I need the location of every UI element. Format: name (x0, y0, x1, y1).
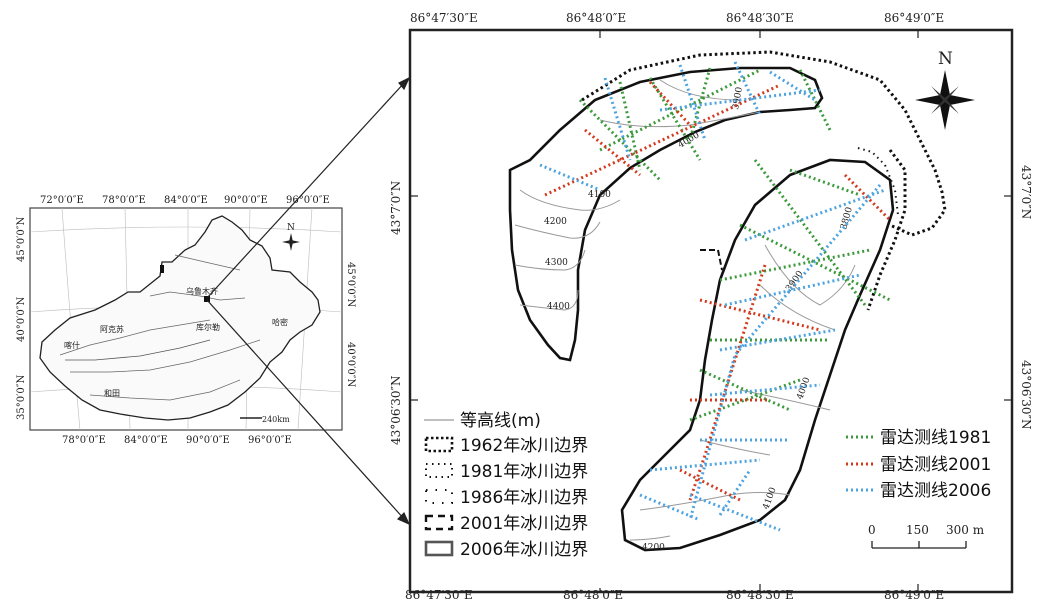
inset-place-kashi: 喀什 (64, 340, 80, 350)
west-contour-label-4100: 4100 (588, 190, 611, 200)
scale-tick-150: 150 (906, 523, 929, 537)
east-glacier: 3800 3900 4000 4100 4200 (620, 147, 907, 553)
main-left-lat-0: 43°7′0″N (389, 181, 403, 235)
inset-top-lon-4: 96°0′0″E (286, 195, 330, 206)
legend-2006-swatch (424, 540, 454, 557)
main-bottom-lon-0: 86°47′30″E (405, 588, 473, 600)
west-boundary-2006 (508, 66, 824, 362)
inset-bottom-lon-0: 78°0′0″E (62, 435, 106, 446)
east-boundary-2001 (700, 249, 723, 271)
main-bottom-lon-3: 86°49′0″E (884, 588, 944, 600)
radar-lines-2001 (544, 80, 892, 502)
legend-radar-2001-label: 雷达测线2001 (880, 455, 991, 475)
inset-place-urumqi: 乌鲁木齐 (186, 286, 218, 296)
west-boundary-1962 (581, 50, 947, 237)
inset-mountains (59, 254, 261, 401)
main-top-lon-3: 86°49′0″E (884, 11, 944, 25)
north-arrow-icon (915, 70, 975, 130)
inset-north-label: N (287, 223, 295, 233)
legend-1981-label: 1981年冰川边界 (460, 462, 588, 482)
legend-1986-label: 1986年冰川边界 (460, 488, 588, 508)
main-left-lat-1: 43°06′30″N (389, 375, 403, 445)
inset-top-lon-3: 90°0′0″E (224, 195, 268, 206)
west-contour-label-4300: 4300 (545, 258, 568, 268)
legend-boundaries: 等高线(m) 1962年冰川边界 1981年冰川边界 1986年冰川边界 200… (418, 410, 608, 588)
legend-contour-label: 等高线(m) (460, 411, 541, 431)
inset-north-arrow-icon (282, 233, 300, 251)
legend-2001-label: 2001年冰川边界 (460, 514, 588, 534)
inset-map: 喀什 阿克苏 库尔勒 乌鲁木齐 哈密 和田 N 240km 72°0′0″E 7… (16, 195, 356, 446)
main-top-lon-0: 86°47′30″E (410, 11, 478, 25)
legend-1981-swatch (425, 463, 453, 478)
inset-place-hami: 哈密 (272, 317, 288, 327)
scale-tick-0: 0 (868, 523, 876, 537)
inset-right-lat-1: 40°0′0″N (345, 342, 356, 387)
inset-scale-label: 240km (262, 415, 290, 424)
inset-top-lon-1: 78°0′0″E (102, 195, 146, 206)
legend-1962-label: 1962年冰川边界 (460, 436, 588, 456)
legend-radar: 雷达测线1981 雷达测线2001 雷达测线2006 (846, 428, 991, 501)
main-ticks (410, 30, 1012, 592)
main-top-lon-2: 86°48′30″E (726, 11, 794, 25)
legend-radar-1981-label: 雷达测线1981 (880, 428, 991, 448)
main-top-lon-1: 86°48′0″E (566, 11, 626, 25)
main-right-lat-0: 43°7′0″N (1019, 165, 1033, 219)
inset-place-korla: 库尔勒 (196, 322, 220, 332)
inset-top-lon-2: 84°0′0″E (164, 195, 208, 206)
inset-left-lat-0: 45°0′0″N (16, 217, 27, 262)
legend-2006-label: 2006年冰川边界 (460, 540, 588, 560)
west-contour-label-4200: 4200 (544, 217, 567, 227)
main-bottom-lon-2: 86°48′30″E (726, 588, 794, 600)
inset-bottom-lon-1: 84°0′0″E (124, 435, 168, 446)
scale-bar (871, 541, 967, 549)
inset-right-lat-0: 45°0′0″N (345, 262, 356, 307)
scale-tick-300: 300 m (946, 523, 985, 537)
main-right-lat-1: 43°06′30″N (1019, 360, 1033, 430)
west-contours (514, 79, 761, 311)
west-contour-label-4400: 4400 (547, 302, 570, 312)
legend-2001-swatch (424, 514, 454, 531)
east-contour-label-4200: 4200 (642, 543, 665, 553)
east-boundary-2006 (620, 158, 895, 552)
pointer-arrows (206, 76, 411, 526)
inset-bottom-lon-2: 90°0′0″E (186, 435, 230, 446)
north-label: N (938, 49, 953, 69)
inset-place-hotan: 和田 (104, 389, 120, 398)
inset-left-lat-2: 35°0′0″N (16, 375, 27, 420)
inset-place-aksu: 阿克苏 (100, 324, 124, 334)
inset-lake-marker (160, 265, 164, 273)
inset-left-lat-1: 40°0′0″N (16, 297, 27, 342)
radar-lines-2006 (539, 61, 886, 532)
legend-1962-swatch (424, 436, 454, 453)
study-site-marker (204, 296, 210, 302)
xinjiang-outline (39, 215, 321, 421)
radar-lines-1981 (578, 67, 891, 422)
inset-bottom-lon-3: 96°0′0″E (248, 435, 292, 446)
legend-radar-2006-label: 雷达测线2006 (880, 481, 991, 501)
inset-rivers (65, 339, 211, 361)
main-map: 86°47′30″E 86°48′0″E 86°48′30″E 86°49′0″… (389, 11, 1033, 600)
main-bottom-lon-1: 86°48′0″E (563, 588, 623, 600)
inset-top-lon-0: 72°0′0″E (40, 195, 84, 206)
